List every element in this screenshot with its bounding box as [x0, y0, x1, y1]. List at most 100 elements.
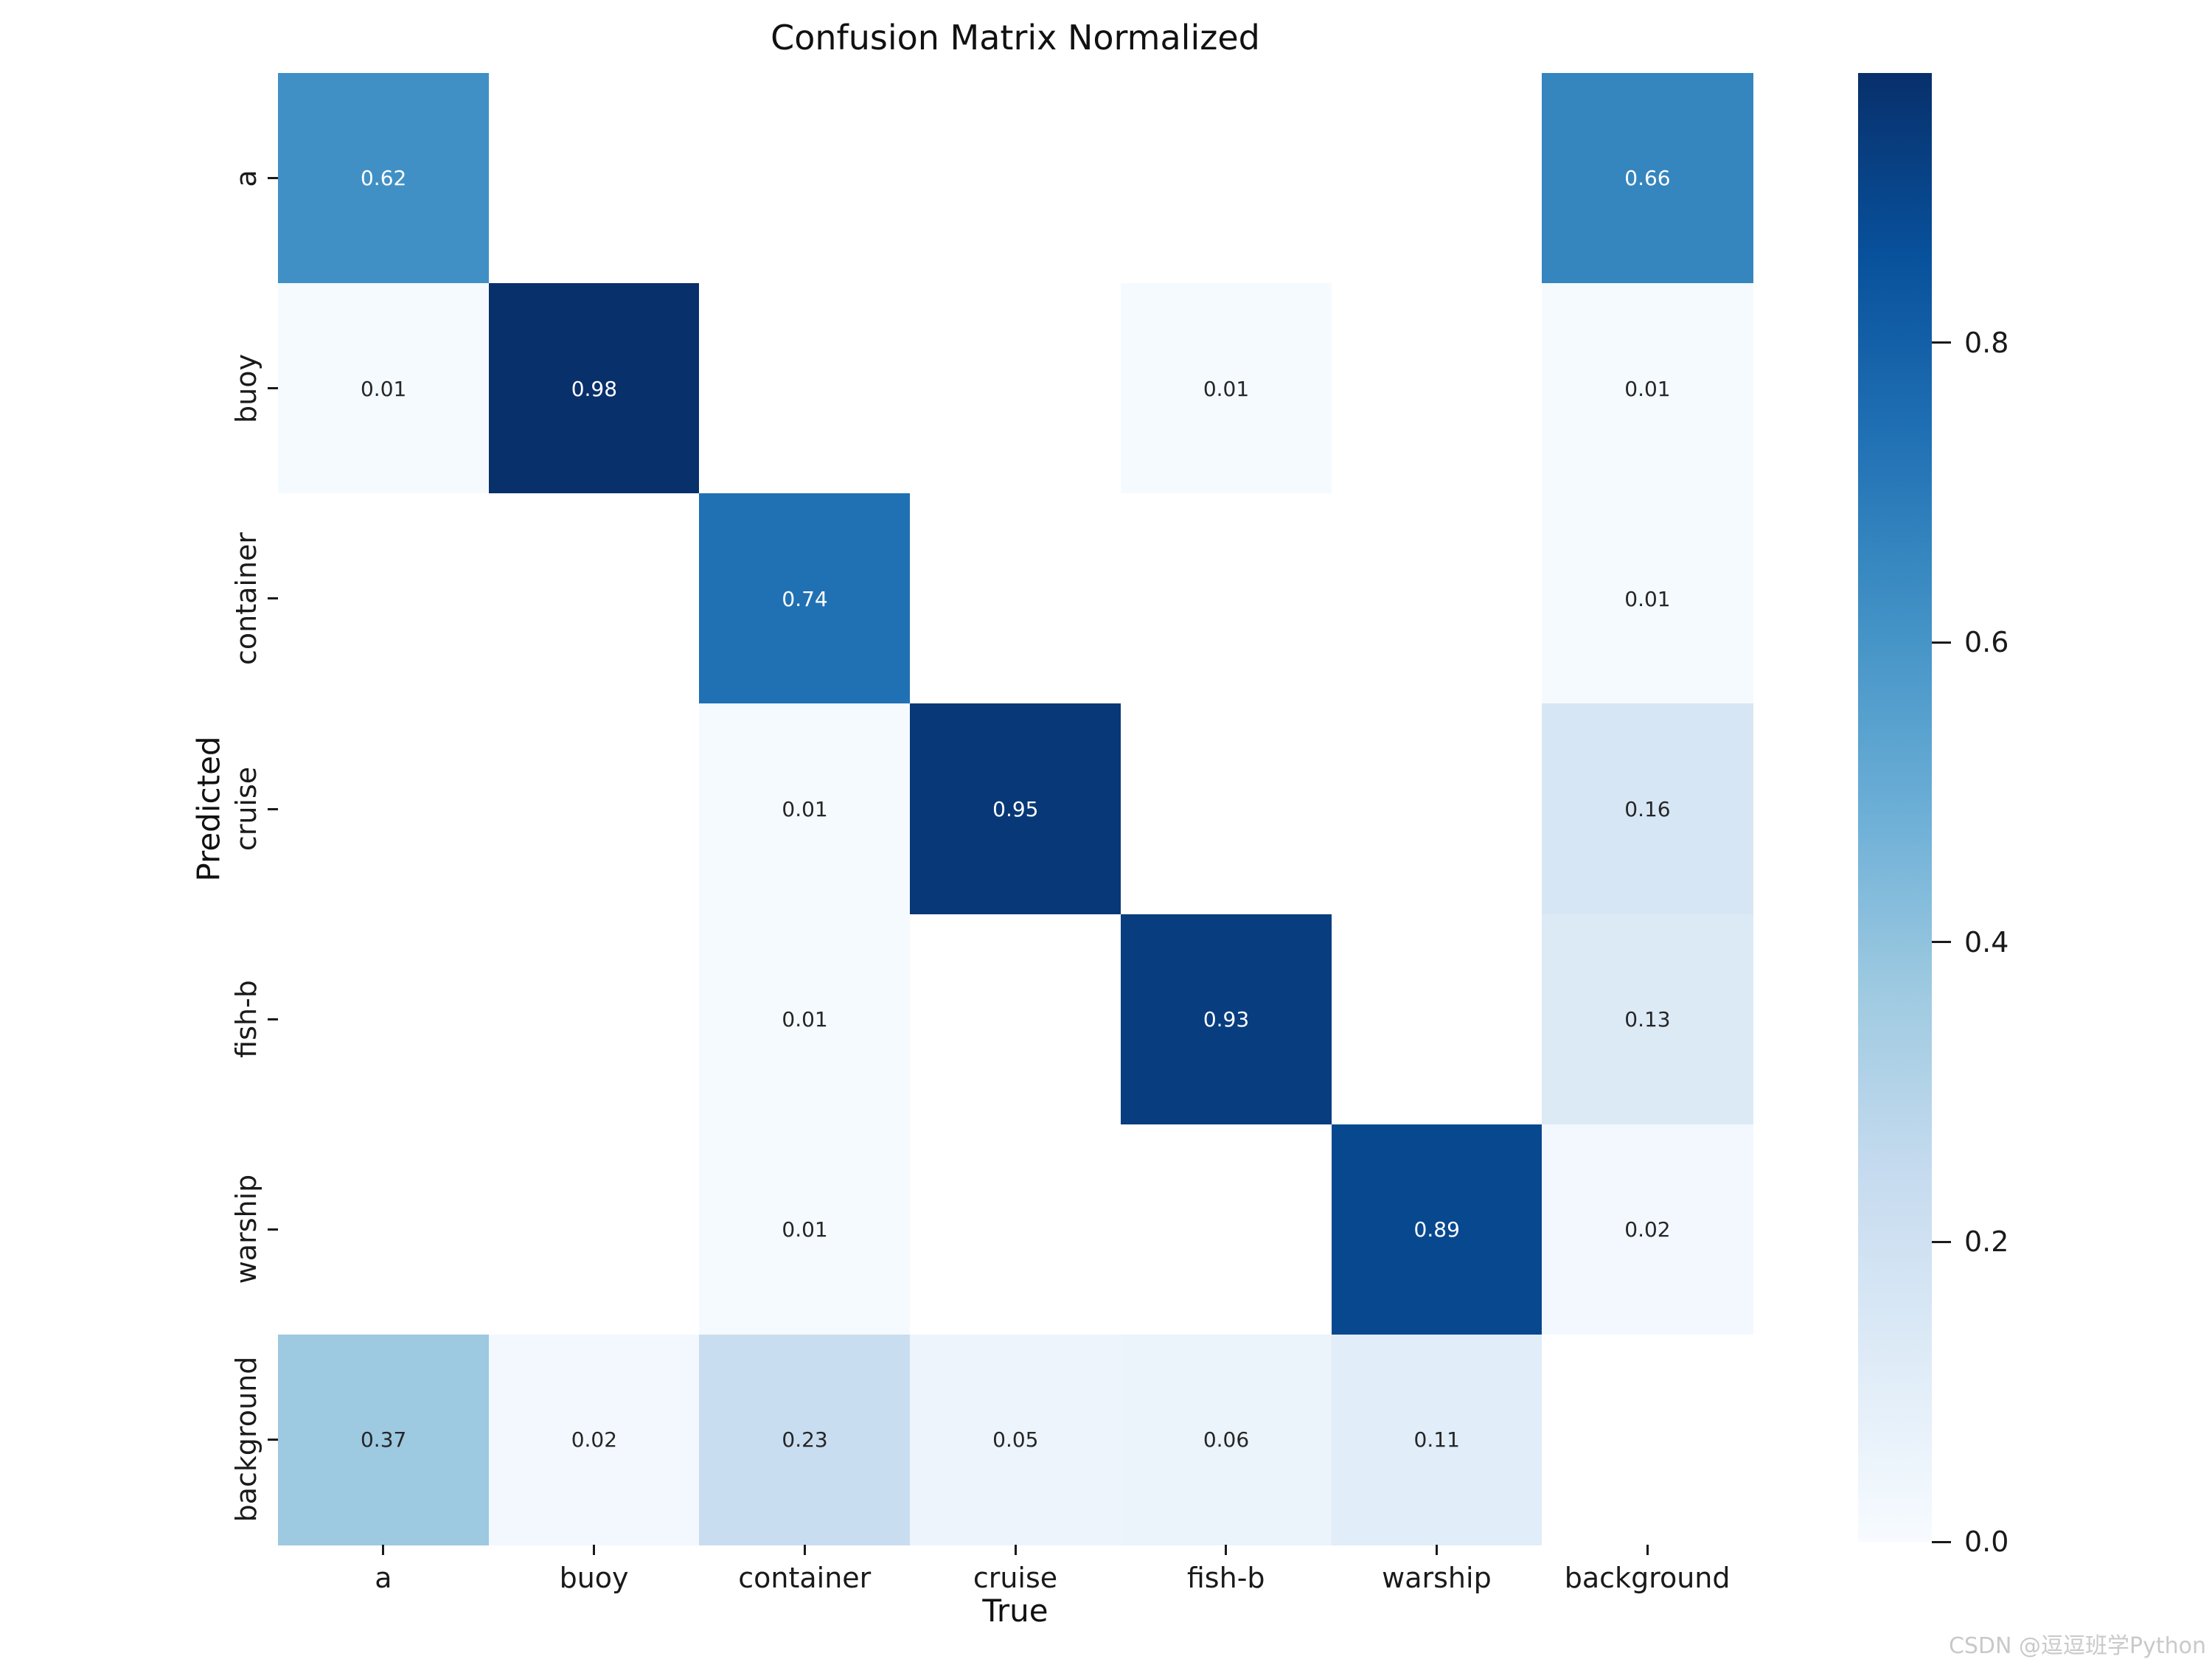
y-tick-mark [268, 1018, 278, 1020]
heatmap-cell [278, 1124, 490, 1335]
x-tick-label: buoy [559, 1562, 629, 1594]
x-tick-label: fish-b [1186, 1562, 1265, 1594]
heatmap-cell: 0.16 [1542, 703, 1753, 915]
x-tick-label: warship [1382, 1562, 1492, 1594]
y-tick-mark [268, 807, 278, 810]
x-tick-mark [1435, 1545, 1438, 1555]
heatmap-cell [488, 1124, 700, 1335]
heatmap-cell: 0.06 [1120, 1334, 1332, 1545]
x-tick-label: cruise [973, 1562, 1058, 1594]
heatmap-cell [278, 914, 490, 1125]
heatmap-cell [910, 283, 1121, 494]
heatmap-cell: 0.01 [699, 914, 911, 1125]
cell-value: 0.01 [1624, 586, 1671, 611]
cell-value: 0.16 [1624, 796, 1671, 821]
heatmap-cell: 0.05 [910, 1334, 1121, 1545]
heatmap-cell: 0.89 [1331, 1124, 1543, 1335]
heatmap-cell [1120, 73, 1332, 284]
colorbar-tick-label: 0.8 [1964, 326, 2009, 359]
heatmap-cell: 0.23 [699, 1334, 911, 1545]
heatmap-cell [1331, 703, 1543, 915]
heatmap-cell: 0.02 [1542, 1124, 1753, 1335]
colorbar-tick-label: 0.6 [1964, 626, 2009, 659]
y-tick-label: cruise [230, 766, 262, 852]
heatmap-cell [1331, 914, 1543, 1125]
x-tick-label: background [1564, 1562, 1731, 1594]
heatmap-cell: 0.01 [1542, 283, 1753, 494]
y-tick-mark [268, 597, 278, 600]
cell-value: 0.01 [1203, 376, 1250, 401]
y-tick-label: fish-b [230, 980, 262, 1058]
heatmap-cell: 0.95 [910, 703, 1121, 915]
cell-value: 0.37 [360, 1427, 407, 1453]
colorbar-tick-label: 0.2 [1964, 1225, 2009, 1259]
cell-value: 0.93 [1203, 1006, 1250, 1032]
cell-value: 0.95 [992, 796, 1039, 821]
cell-value: 0.02 [571, 1427, 618, 1453]
heatmap-cell: 0.11 [1331, 1334, 1543, 1545]
heatmap-cell [699, 283, 911, 494]
chart-title: Confusion Matrix Normalized [771, 18, 1260, 58]
heatmap-cell [1120, 493, 1332, 705]
heatmap-cell: 0.01 [699, 1124, 911, 1335]
heatmap-cell [1120, 703, 1332, 915]
heatmap-cell [910, 493, 1121, 705]
cell-value: 0.01 [360, 376, 407, 401]
colorbar-gradient [1858, 73, 1932, 1542]
heatmap-cell [910, 914, 1121, 1125]
cell-value: 0.62 [360, 166, 407, 191]
cell-value: 0.89 [1413, 1217, 1460, 1242]
x-tick-mark [1646, 1545, 1649, 1555]
heatmap-cell [278, 493, 490, 705]
colorbar-tick-mark [1932, 1240, 1951, 1243]
heatmap-cell: 0.13 [1542, 914, 1753, 1125]
heatmap-cell: 0.37 [278, 1334, 490, 1545]
y-tick-mark [268, 1438, 278, 1441]
x-axis-label: True [982, 1593, 1048, 1629]
heatmap-cell: 0.74 [699, 493, 911, 705]
x-tick-mark [593, 1545, 596, 1555]
cell-value: 0.01 [782, 1006, 828, 1032]
x-tick-mark [382, 1545, 385, 1555]
cell-value: 0.01 [1624, 376, 1671, 401]
heatmap-cell: 0.62 [278, 73, 490, 284]
heatmap-grid: 0.62 0.66 0.01 0.98 0.01 0.01 0.74 0.01 0.01 0.95… [278, 73, 1753, 1545]
cell-value: 0.98 [571, 376, 618, 401]
heatmap-cell [488, 914, 700, 1125]
y-tick-label: container [230, 532, 262, 665]
y-tick-label: a [230, 169, 262, 187]
heatmap-cell: 0.98 [488, 283, 700, 494]
cell-value: 0.66 [1624, 166, 1671, 191]
y-tick-label: warship [230, 1175, 262, 1284]
cell-value: 0.05 [992, 1427, 1039, 1453]
colorbar-tick-mark [1932, 641, 1951, 644]
colorbar-tick-mark [1932, 341, 1951, 344]
heatmap-cell: 0.01 [278, 283, 490, 494]
heatmap-cell: 0.01 [699, 703, 911, 915]
heatmap-cell [488, 73, 700, 284]
colorbar-tick-mark [1932, 941, 1951, 944]
heatmap-cell: 0.01 [1120, 283, 1332, 494]
heatmap-cell [1542, 1334, 1753, 1545]
heatmap-cell [1331, 73, 1543, 284]
cell-value: 0.02 [1624, 1217, 1671, 1242]
cell-value: 0.23 [782, 1427, 828, 1453]
cell-value: 0.74 [782, 586, 828, 611]
heatmap-cell [1331, 283, 1543, 494]
heatmap-cell: 0.02 [488, 1334, 700, 1545]
colorbar-tick-label: 0.4 [1964, 925, 2009, 959]
heatmap-cell [1120, 1124, 1332, 1335]
cell-value: 0.06 [1203, 1427, 1250, 1453]
heatmap-cell [278, 703, 490, 915]
x-tick-label: a [375, 1562, 392, 1594]
heatmap-cell [910, 1124, 1121, 1335]
colorbar-tick-label: 0.0 [1964, 1526, 2009, 1558]
y-tick-label: buoy [230, 353, 262, 423]
y-tick-mark [268, 387, 278, 390]
colorbar-tick-mark [1932, 1540, 1951, 1543]
cell-value: 0.01 [782, 1217, 828, 1242]
heatmap-cell [1331, 493, 1543, 705]
x-tick-mark [803, 1545, 806, 1555]
cell-value: 0.11 [1413, 1427, 1460, 1453]
